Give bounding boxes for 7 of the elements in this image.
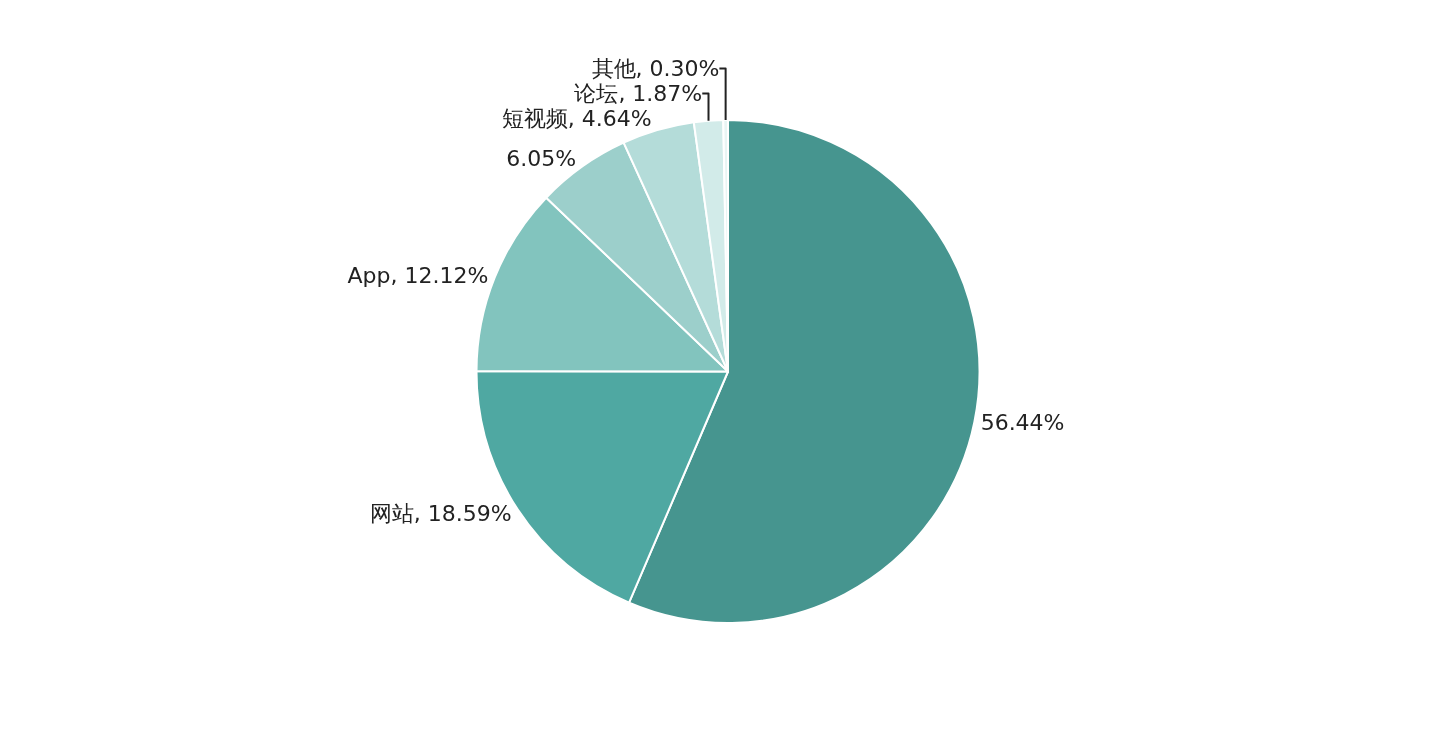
slice-label: 网站, 18.59% bbox=[369, 501, 512, 527]
data-label: 6.05% bbox=[506, 145, 577, 171]
slice-label: 短视频, 4.64% bbox=[501, 105, 652, 131]
slice-label: 其他, 0.30% bbox=[591, 55, 720, 81]
data-label: 56.44% bbox=[980, 410, 1065, 435]
slice-label: App, 12.12% bbox=[347, 263, 489, 289]
slice-label: 论坛, 1.87% bbox=[574, 80, 703, 106]
